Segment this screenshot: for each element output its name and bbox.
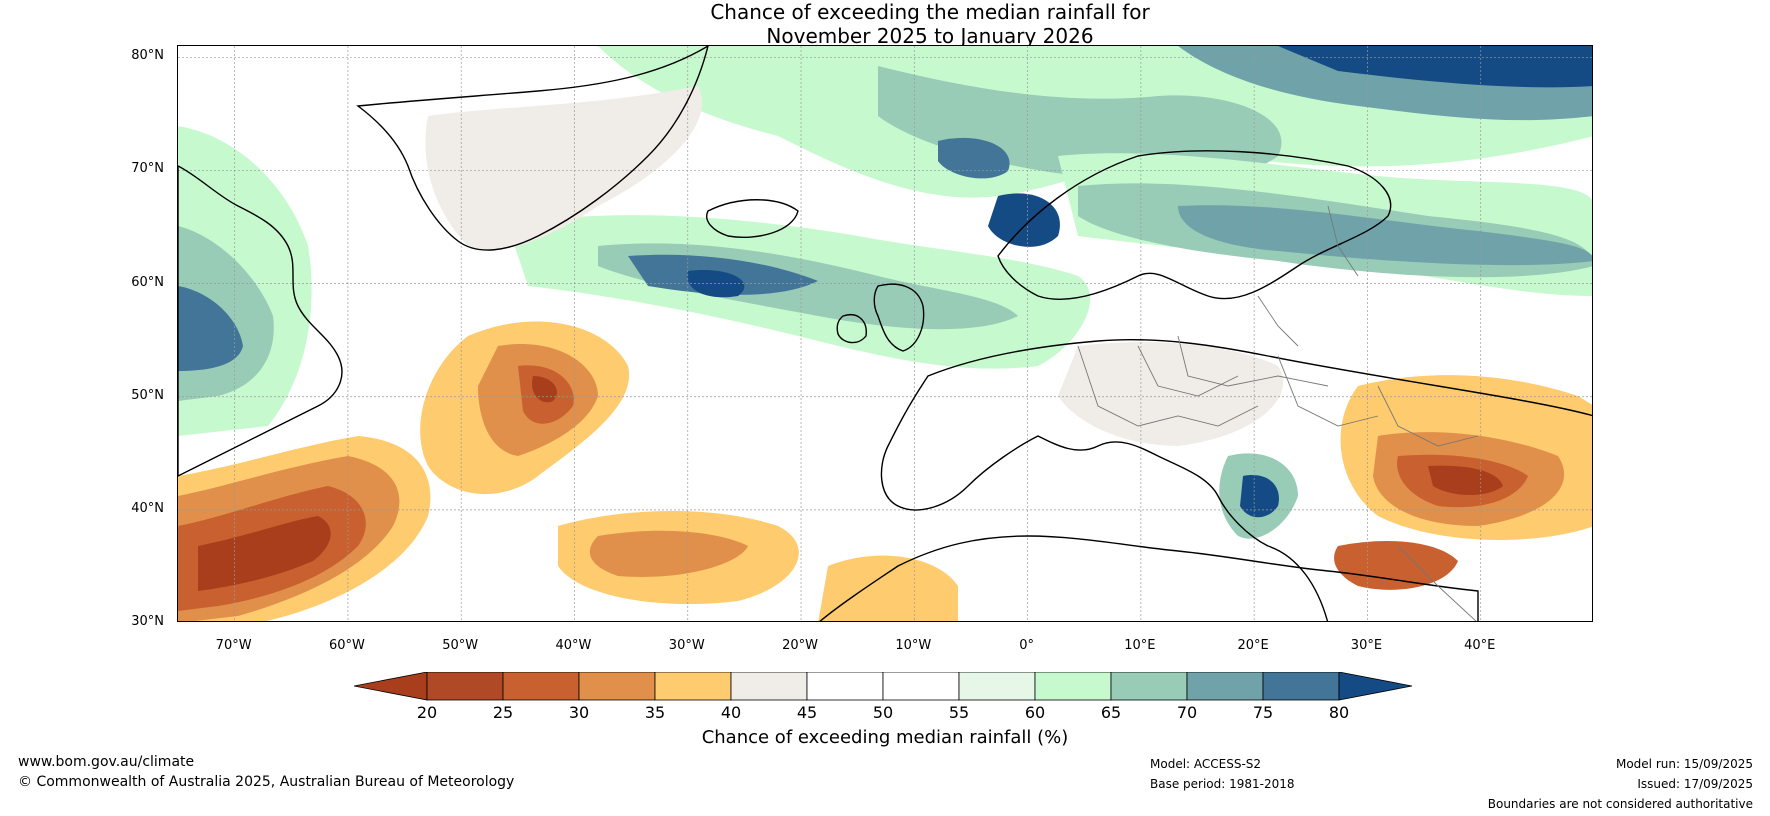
latitude-label: 40°N <box>131 500 164 516</box>
colorbar-segment <box>578 672 656 701</box>
colorbar-tick-label: 75 <box>1252 703 1274 722</box>
colorbar-tick-label: 35 <box>644 703 666 722</box>
longitude-label: 30°W <box>668 638 705 653</box>
graticule <box>178 46 1592 621</box>
longitude-label: 10°W <box>895 638 932 653</box>
colorbar-segment <box>958 672 1036 701</box>
colorbar-segment <box>1110 672 1188 701</box>
footer-model: Model: ACCESS-S2 <box>1150 757 1262 771</box>
latitude-label: 70°N <box>131 161 164 177</box>
colorbar <box>354 672 1413 701</box>
colorbar-segment <box>1034 672 1112 701</box>
colorbar-segment <box>426 672 504 701</box>
colorbar-title: Chance of exceeding median rainfall (%) <box>701 727 1069 748</box>
country-borders <box>1077 205 1479 621</box>
colorbar-low-arrow <box>354 672 428 701</box>
footer-issued: Issued: 17/09/2025 <box>1637 777 1753 791</box>
longitude-label: 20°E <box>1237 638 1269 653</box>
latitude-label: 30°N <box>131 614 164 629</box>
footer-website: www.bom.gov.au/climate <box>18 754 195 770</box>
rainfall-map <box>177 45 1593 622</box>
coastline-layer <box>178 46 1592 621</box>
footer-disclaimer: Boundaries are not considered authoritat… <box>1487 797 1753 811</box>
anomaly-fill-layer <box>178 46 1592 621</box>
footer-base-period: Base period: 1981-2018 <box>1150 777 1295 791</box>
colorbar-segment <box>1186 672 1264 701</box>
colorbar-tick-label: 25 <box>492 703 514 722</box>
map-title-line-1: Chance of exceeding the median rainfall … <box>710 0 1150 24</box>
colorbar-segment <box>654 672 732 701</box>
colorbar-tick-label: 45 <box>796 703 818 722</box>
colorbar-segment <box>730 672 808 701</box>
footer-model-run: Model run: 15/09/2025 <box>1615 757 1753 771</box>
colorbar-tick-label: 55 <box>948 703 970 722</box>
colorbar-tick-label: 30 <box>568 703 590 722</box>
longitude-label: 60°W <box>328 638 365 653</box>
longitude-label: 40°W <box>555 638 592 653</box>
colorbar-tick-label: 80 <box>1328 703 1350 722</box>
colorbar-tick-label: 20 <box>416 703 438 722</box>
rainfall-map-canvas <box>178 46 1592 621</box>
longitude-label: 20°W <box>782 638 818 653</box>
longitude-label: 30°E <box>1350 638 1383 653</box>
colorbar-tick-label: 65 <box>1100 703 1122 722</box>
longitude-label: 0° <box>1019 638 1034 653</box>
colorbar-high-arrow <box>1338 672 1413 701</box>
colorbar-segment <box>502 672 580 701</box>
map-title-line-2: November 2025 to January 2026 <box>766 24 1094 48</box>
colorbar-tick-label: 70 <box>1176 703 1198 722</box>
colorbar-tick-label: 60 <box>1024 703 1046 722</box>
longitude-label: 10°E <box>1124 638 1156 653</box>
map-title: Chance of exceeding the median rainfall … <box>0 0 1770 48</box>
colorbar-tick-label: 50 <box>872 703 894 722</box>
latitude-label: 80°N <box>131 48 164 64</box>
colorbar-segment <box>806 672 884 701</box>
colorbar-segment <box>1262 672 1340 701</box>
longitude-label: 70°W <box>215 638 252 653</box>
longitude-label: 40°E <box>1464 638 1496 653</box>
colorbar-segment <box>882 672 960 701</box>
longitude-label: 50°W <box>442 638 479 653</box>
colorbar-tick-label: 40 <box>720 703 742 722</box>
footer-copyright: © Commonwealth of Australia 2025, Austra… <box>18 774 515 790</box>
latitude-label: 60°N <box>131 274 164 290</box>
latitude-label: 50°N <box>131 387 164 403</box>
